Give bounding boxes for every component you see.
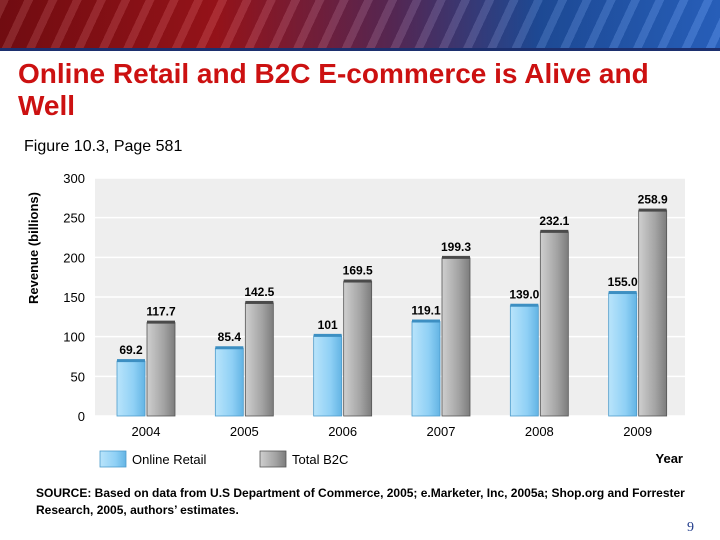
y-tick-label: 300: [63, 171, 85, 186]
x-tick-label: 2008: [525, 424, 554, 439]
legend-swatch-total-b2c: [259, 450, 287, 468]
bar-online-retail: [116, 360, 146, 417]
bar-total-b2c: [343, 281, 373, 417]
legend-label-total-b2c: Total B2C: [292, 452, 348, 467]
bar-cap: [412, 319, 440, 323]
bar-total-b2c: [244, 302, 274, 417]
data-label: 169.5: [343, 264, 373, 278]
x-axis-label: Year: [656, 451, 683, 466]
data-label: 119.1: [411, 304, 441, 318]
bar-cap: [245, 300, 274, 304]
bar-cap: [117, 359, 145, 363]
legend-label-online-retail: Online Retail: [132, 452, 207, 467]
bar-cap: [510, 303, 539, 307]
y-tick-label: 200: [63, 250, 85, 265]
x-tick-label: 2009: [623, 424, 652, 439]
y-tick-label: 100: [63, 330, 85, 345]
bar-chart: 0 50 100 150 200 250 300 69.2 117.7 85.4 142.5 101…: [26, 171, 685, 468]
bar-cap: [638, 208, 667, 212]
data-label: 199.3: [441, 240, 471, 254]
bar-cap: [313, 333, 342, 337]
bar-online-retail: [313, 335, 343, 417]
x-tick-label: 2007: [427, 424, 456, 439]
bar-total-b2c: [146, 322, 176, 417]
y-tick-label: 50: [71, 369, 85, 384]
data-label: 155.0: [608, 275, 638, 289]
bar-total-b2c: [441, 257, 471, 417]
data-label: 85.4: [218, 330, 242, 344]
bar-cap: [442, 255, 470, 259]
y-axis-label: Revenue (billions): [26, 192, 41, 304]
bar-online-retail: [509, 305, 539, 417]
bar-cap: [608, 291, 637, 295]
x-tick-label: 2005: [230, 424, 259, 439]
figure-reference: Figure 10.3, Page 581: [24, 138, 183, 155]
data-label: 142.5: [244, 285, 274, 299]
source-note: SOURCE: Based on data from U.S Departmen…: [36, 486, 685, 517]
y-tick-label: 250: [63, 211, 85, 226]
bar-online-retail: [214, 347, 244, 417]
data-label: 101: [318, 318, 338, 332]
data-label: 258.9: [638, 193, 668, 207]
y-tick-label: 150: [63, 290, 85, 305]
bar-cap: [540, 229, 569, 233]
bar-cap: [343, 279, 372, 283]
bar-cap: [215, 346, 244, 350]
bar-cap: [147, 320, 175, 324]
data-label: 117.7: [146, 305, 176, 319]
data-label: 139.0: [509, 288, 539, 302]
data-label: 232.1: [539, 214, 569, 228]
x-tick-label: 2006: [328, 424, 357, 439]
page-number: 9: [687, 520, 694, 535]
data-label: 69.2: [119, 343, 143, 357]
slide-title: Online Retail and B2C E-commerce is Aliv…: [18, 58, 649, 121]
bar-online-retail: [608, 292, 638, 417]
bar-total-b2c: [539, 231, 569, 417]
header-divider: [0, 48, 720, 51]
bar-total-b2c: [638, 210, 668, 417]
y-tick-label: 0: [78, 409, 85, 424]
bar-online-retail: [411, 321, 441, 417]
header-banner: [0, 0, 720, 50]
x-tick-label: 2004: [132, 424, 161, 439]
legend-swatch-online-retail: [99, 450, 127, 468]
